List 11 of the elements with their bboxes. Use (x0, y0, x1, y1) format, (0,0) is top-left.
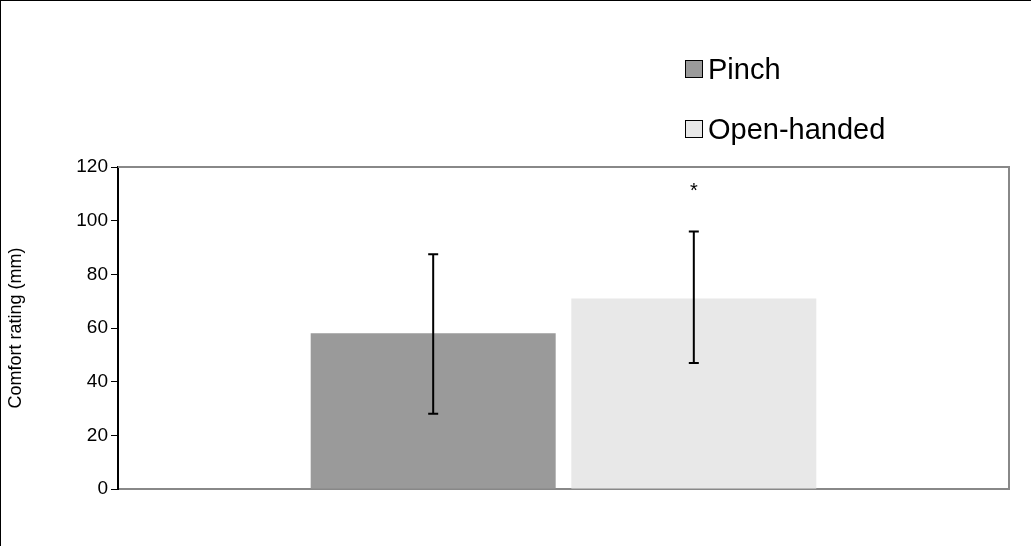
y-tick-label: 80 (86, 262, 108, 284)
y-tick-label: 0 (97, 477, 108, 499)
y-tick-label: 60 (86, 316, 108, 338)
legend-label: Pinch (708, 52, 781, 87)
y-tick-label: 20 (86, 423, 108, 445)
y-tick-label: 100 (76, 208, 108, 230)
y-tick-label: 40 (86, 369, 108, 391)
y-axis-title: Comfort rating (mm) (4, 247, 25, 409)
y-tick-label: 120 (76, 155, 108, 177)
legend-label: Open-handed (708, 112, 886, 147)
annotation: * (689, 178, 698, 201)
